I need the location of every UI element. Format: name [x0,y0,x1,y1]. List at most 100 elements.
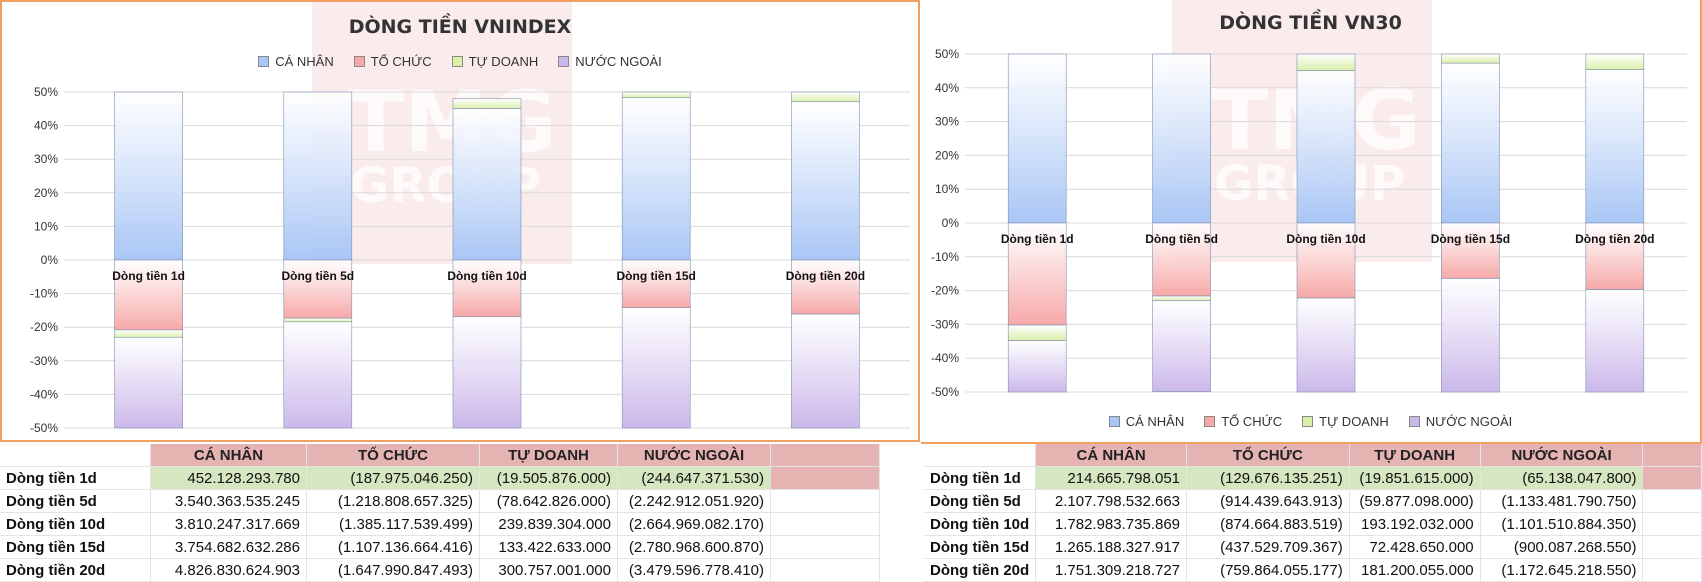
cell-tu-doanh: 72.428.650.000 [1349,535,1481,559]
bar-series-tu-doanh [621,91,691,99]
cell-ca-nhan: 3.540.363.535.245 [150,489,307,513]
row-label: Dòng tiền 1d [0,466,151,490]
y-tick-label: -40% [30,387,58,401]
bar-series-to-chuc [1585,222,1645,290]
legend-swatch [451,56,463,67]
cell-tail [1642,558,1702,582]
chart-title: DÒNG TIỀN VN30 [1219,12,1402,34]
row-label: Dòng tiền 15d [924,535,1037,559]
bar-series-to-chuc [1296,222,1356,299]
table-row: Dòng tiền 15d 1.265.188.327.917 (437.529… [924,535,1702,559]
watermark-background [312,2,572,264]
cell-to-chuc: (1.647.990.847.493) [306,558,480,582]
bar-series-ca-nhan [1296,70,1356,224]
cell-tail [770,466,880,490]
legend-label: TỔ CHỨC [370,54,432,69]
column-header: CÁ NHÂN [150,444,307,467]
bar-series-tu-doanh [283,317,353,323]
table-header-row: CÁ NHÂN TỔ CHỨC TỰ DOANH NƯỚC NGOÀI [924,444,1702,467]
row-label: Dòng tiền 15d [0,535,151,559]
y-tick-label: 20% [34,186,58,200]
legend-swatch [1108,416,1120,427]
cell-tu-doanh: 181.200.055.000 [1349,558,1481,582]
cell-to-chuc: (129.676.135.251) [1186,466,1350,490]
y-tick-label: 40% [34,119,58,133]
y-tick-label: -10% [30,287,58,301]
table-row: Dòng tiền 10d 3.810.247.317.669 (1.385.1… [0,512,880,536]
cell-nuoc-ngoai: (2.664.969.082.170) [617,512,771,536]
cell-nuoc-ngoai: (1.133.481.790.750) [1480,489,1644,513]
row-label: Dòng tiền 5d [924,489,1037,513]
category-label: Dòng tiền 15d [617,269,696,283]
row-label: Dòng tiền 10d [924,512,1037,536]
y-tick-label: 0% [41,253,59,267]
legend-item-ca-nhan: CÁ NHÂN [258,54,334,69]
legend-swatch [1204,416,1216,427]
cell-to-chuc: (1.218.808.657.325) [306,489,480,513]
cell-nuoc-ngoai: (244.647.371.530) [617,466,771,490]
cell-ca-nhan: 214.665.798.051 [1035,466,1188,490]
y-tick-label: -30% [931,317,959,331]
y-tick-label: -50% [931,385,959,399]
cell-tu-doanh: (78.642.826.000) [479,489,618,513]
cell-ca-nhan: 3.754.682.632.286 [150,535,307,559]
cell-to-chuc: (914.439.643.913) [1186,489,1350,513]
bar-series-nuoc-ngoai [1152,300,1211,392]
cell-ca-nhan: 4.826.830.624.903 [150,558,307,582]
cell-nuoc-ngoai: (65.138.047.800) [1480,466,1644,490]
legend-swatch [353,56,365,67]
bar-series-ca-nhan [283,91,353,261]
category-label: Dòng tiền 15d [1431,232,1510,246]
bar-series-tu-doanh [114,329,183,338]
bar-series-nuoc-ngoai [791,313,860,429]
bar-series-tu-doanh [1296,53,1356,71]
bar-series-to-chuc [791,259,860,315]
bar-series-ca-nhan [452,108,522,261]
table-row: Dòng tiền 10d 1.782.983.735.869 (874.664… [924,512,1702,536]
cell-tu-doanh: 300.757.001.000 [479,558,618,582]
chart-title: DÒNG TIỀN VNINDEX [348,16,572,38]
column-header-tail [1642,444,1702,467]
row-label: Dòng tiền 10d [0,512,151,536]
y-tick-label: -50% [30,421,58,435]
table-row: Dòng tiền 5d 3.540.363.535.245 (1.218.80… [0,489,880,513]
category-label: Dòng tiền 20d [1575,232,1654,246]
cell-tail [770,512,880,536]
row-label: Dòng tiền 1d [924,466,1037,490]
legend-label: TỔ CHỨC [1221,414,1283,429]
y-tick-label: -20% [30,320,58,334]
bar-series-nuoc-ngoai [452,316,522,429]
y-tick-label: 10% [935,182,959,196]
legend-swatch [558,56,570,67]
legend-item-tu-doanh: TỰ DOANH [451,54,538,69]
legend-item-ca-nhan: CÁ NHÂN [1108,414,1184,429]
cell-nuoc-ngoai: (900.087.268.550) [1480,535,1644,559]
legend-label: NƯỚC NGOÀI [1425,414,1513,429]
cell-tail [1642,512,1702,536]
y-tick-label: -20% [931,284,959,298]
cell-nuoc-ngoai: (2.242.912.051.920) [617,489,771,513]
bar-series-ca-nhan [1441,62,1500,224]
legend-item-to-chuc: TỔ CHỨC [1204,414,1282,429]
bar-series-to-chuc [621,259,691,309]
column-header: NƯỚC NGOÀI [617,444,771,467]
cell-ca-nhan: 1.265.188.327.917 [1035,535,1188,559]
table-row: Dòng tiền 20d 4.826.830.624.903 (1.647.9… [0,558,880,582]
legend-item-nuoc-ngoai: NƯỚC NGOÀI [558,54,662,69]
cell-to-chuc: (759.864.055.177) [1186,558,1350,582]
chart-legend: CÁ NHÂN TỔ CHỨC TỰ DOANH NƯỚC NGOÀI [921,414,1700,429]
y-tick-label: 30% [935,115,959,129]
cell-tu-doanh: (19.851.615.000) [1349,466,1481,490]
y-tick-label: 40% [935,81,959,95]
legend-item-tu-doanh: TỰ DOANH [1302,414,1389,429]
bar-series-ca-nhan [1585,69,1645,224]
vnindex-plot-area: 50% 40% 30% 20% 10% 0% -10% -20% -30% -40% -50% Dòn… [30,85,910,435]
cell-tu-doanh: (59.877.098.000) [1349,489,1481,513]
bar-series-to-chuc [1441,222,1500,279]
bar-series-ca-nhan [114,91,183,261]
watermark-text-top: TMG [347,73,557,171]
bar-series-nuoc-ngoai [283,321,353,429]
table-corner [0,444,151,467]
y-tick-label: 20% [935,148,959,162]
cell-to-chuc: (874.664.883.519) [1186,512,1350,536]
